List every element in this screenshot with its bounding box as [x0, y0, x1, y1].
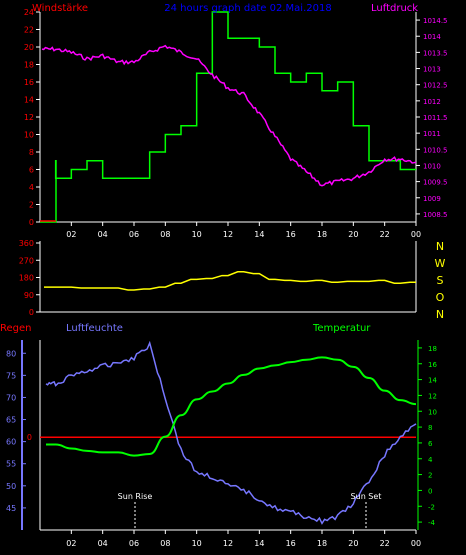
top-hour-tick-label: 04: [98, 230, 108, 239]
direction-tick-label: 360: [19, 239, 34, 248]
direction-tick-label: 180: [19, 274, 34, 283]
top-hour-tick-label: 20: [348, 230, 358, 239]
temperature-tick-label: 6: [428, 440, 433, 448]
humidity-axis-title: Luftfeuchte: [66, 323, 123, 334]
temperature-tick-label: -2: [428, 503, 435, 511]
top-hour-tick-label: 02: [66, 230, 76, 239]
wind-tick-label: 14: [24, 96, 34, 105]
temperature-tick-label: 18: [428, 345, 437, 353]
rain-axis-title: Regen: [0, 323, 32, 334]
humidity-tick-label: 80: [6, 349, 16, 358]
pressure-tick-label: 1013: [423, 66, 441, 74]
pressure-tick-label: 1014.5: [423, 17, 448, 25]
top-hour-tick-label: 14: [254, 230, 264, 239]
humidity-tick-label: 75: [6, 371, 16, 380]
bottom-hour-tick-label: 12: [223, 539, 233, 548]
temperature-tick-label: 12: [428, 392, 437, 400]
temperature-tick-label: 10: [428, 408, 437, 416]
compass-label: O: [436, 291, 445, 304]
wind-tick-label: 6: [29, 166, 34, 175]
compass-label: N: [436, 308, 444, 321]
top-hour-tick-label: 00: [411, 230, 421, 239]
compass-label: W: [435, 257, 446, 270]
top-hour-tick-label: 10: [192, 230, 202, 239]
pressure-tick-label: 1010: [423, 162, 441, 170]
direction-tick-label: 90: [24, 291, 34, 300]
temperature-tick-label: 2: [428, 472, 432, 480]
pressure-tick-label: 1012.5: [423, 82, 448, 90]
wind-tick-label: 20: [24, 43, 34, 52]
pressure-tick-label: 1009.5: [423, 179, 448, 187]
direction-tick-label: 270: [19, 256, 34, 265]
wind-tick-label: 12: [24, 113, 34, 122]
humidity-tick-label: 60: [6, 438, 16, 447]
bottom-hour-tick-label: 22: [380, 539, 390, 548]
bottom-hour-tick-label: 16: [286, 539, 296, 548]
top-hour-tick-label: 18: [317, 230, 327, 239]
wind-axis-title: Windstärke: [32, 3, 88, 14]
bottom-hour-tick-label: 10: [192, 539, 202, 548]
humidity-tick-label: 65: [6, 416, 16, 425]
top-hour-tick-label: 08: [160, 230, 170, 239]
humidity-tick-label: 70: [6, 393, 16, 402]
wind-tick-label: 8: [29, 148, 34, 157]
wind-tick-label: 10: [24, 131, 34, 140]
pressure-tick-label: 1012: [423, 98, 441, 106]
compass-label: N: [436, 240, 444, 253]
temperature-tick-label: -4: [428, 519, 436, 527]
humidity-tick-label: 45: [6, 504, 16, 513]
wind-pressure-chart: 2422201816141210864201014.510141013.5101…: [24, 8, 448, 239]
bottom-hour-tick-label: 04: [98, 539, 108, 548]
top-hour-tick-label: 16: [286, 230, 296, 239]
top-hour-tick-label: 06: [129, 230, 139, 239]
bottom-hour-tick-label: 18: [317, 539, 327, 548]
wind-tick-label: 0: [29, 218, 34, 227]
humidity-tick-label: 50: [6, 482, 16, 491]
chart-date-title: 24 hours graph date 02.Mai.2018: [164, 3, 331, 14]
pressure-tick-label: 1011.5: [423, 114, 448, 122]
wind-tick-label: 24: [24, 8, 34, 17]
compass-label: S: [437, 274, 444, 287]
humidity-series-line: [45, 340, 417, 525]
rain-tick-label: 0: [27, 433, 32, 442]
pressure-series-line: [41, 44, 417, 187]
pressure-tick-label: 1011: [423, 130, 441, 138]
temperature-tick-label: 8: [428, 424, 432, 432]
temperature-tick-label: 16: [428, 361, 437, 369]
wind-tick-label: 4: [29, 183, 34, 192]
humidity-tick-label: 55: [6, 460, 16, 469]
top-hour-tick-label: 12: [223, 230, 233, 239]
bottom-hour-tick-label: 08: [160, 539, 170, 548]
sunset-label: Sun Set: [351, 492, 382, 501]
temperature-axis-title: Temperatur: [312, 323, 371, 334]
direction-tick-label: 0: [29, 308, 34, 317]
wind-direction-series-line: [44, 271, 416, 291]
bottom-hour-tick-label: 00: [411, 539, 421, 548]
pressure-tick-label: 1014: [423, 33, 441, 41]
sunrise-label: Sun Rise: [118, 492, 153, 501]
pressure-axis-title: Luftdruck: [371, 3, 418, 14]
wind-tick-label: 16: [24, 78, 34, 87]
bottom-hour-tick-label: 06: [129, 539, 139, 548]
temperature-series-line: [46, 356, 417, 457]
bottom-hour-tick-label: 14: [254, 539, 264, 548]
top-hour-tick-label: 22: [380, 230, 390, 239]
wind-tick-label: 18: [24, 61, 34, 70]
pressure-tick-label: 1013.5: [423, 49, 448, 57]
pressure-tick-label: 1010.5: [423, 146, 448, 154]
wind-tick-label: 2: [29, 201, 34, 210]
bottom-hour-tick-label: 02: [66, 539, 76, 548]
temperature-tick-label: 0: [428, 487, 432, 495]
temperature-tick-label: 14: [428, 377, 437, 385]
temperature-tick-label: 4: [428, 456, 433, 464]
wind-tick-label: 22: [24, 26, 34, 35]
bottom-hour-tick-label: 20: [348, 539, 358, 548]
pressure-tick-label: 1008.5: [423, 211, 448, 219]
pressure-tick-label: 1009: [423, 195, 441, 203]
wind-speed-series-line: [40, 11, 416, 223]
